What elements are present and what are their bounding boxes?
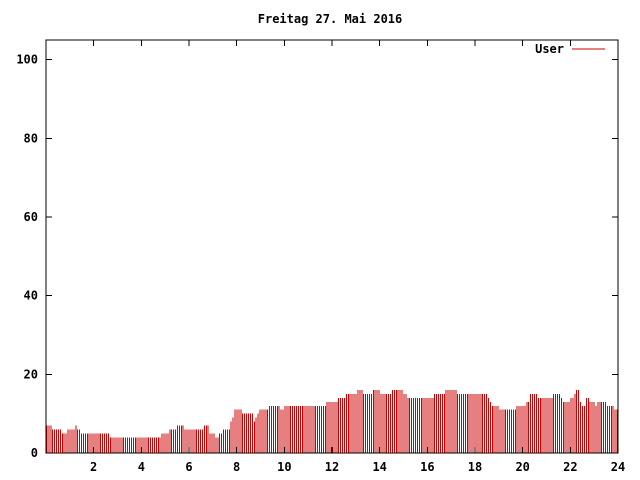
x-tick-label: 24 <box>611 460 625 474</box>
x-tick-label: 18 <box>468 460 482 474</box>
y-tick-label: 100 <box>16 53 38 67</box>
y-tick-label: 40 <box>24 289 38 303</box>
bar-series-user <box>46 390 618 453</box>
plot-frame <box>45 39 619 454</box>
x-tick-label: 10 <box>277 460 291 474</box>
x-tick-label: 12 <box>325 460 339 474</box>
x-tick-label: 20 <box>515 460 529 474</box>
x-tick-label: 8 <box>233 460 240 474</box>
x-tick-label: 4 <box>138 460 145 474</box>
y-tick-label: 20 <box>24 367 38 381</box>
y-tick-label: 0 <box>31 446 38 460</box>
chart-title: Freitag 27. Mai 2016 <box>258 12 403 26</box>
x-tick-label: 16 <box>420 460 434 474</box>
y-tick-label: 60 <box>24 210 38 224</box>
y-tick-label: 80 <box>24 131 38 145</box>
legend: User <box>535 42 605 56</box>
x-tick-label: 22 <box>563 460 577 474</box>
x-tick-label: 6 <box>185 460 192 474</box>
x-tick-label: 2 <box>90 460 97 474</box>
x-tick-label: 14 <box>372 460 386 474</box>
legend-label: User <box>535 42 564 56</box>
